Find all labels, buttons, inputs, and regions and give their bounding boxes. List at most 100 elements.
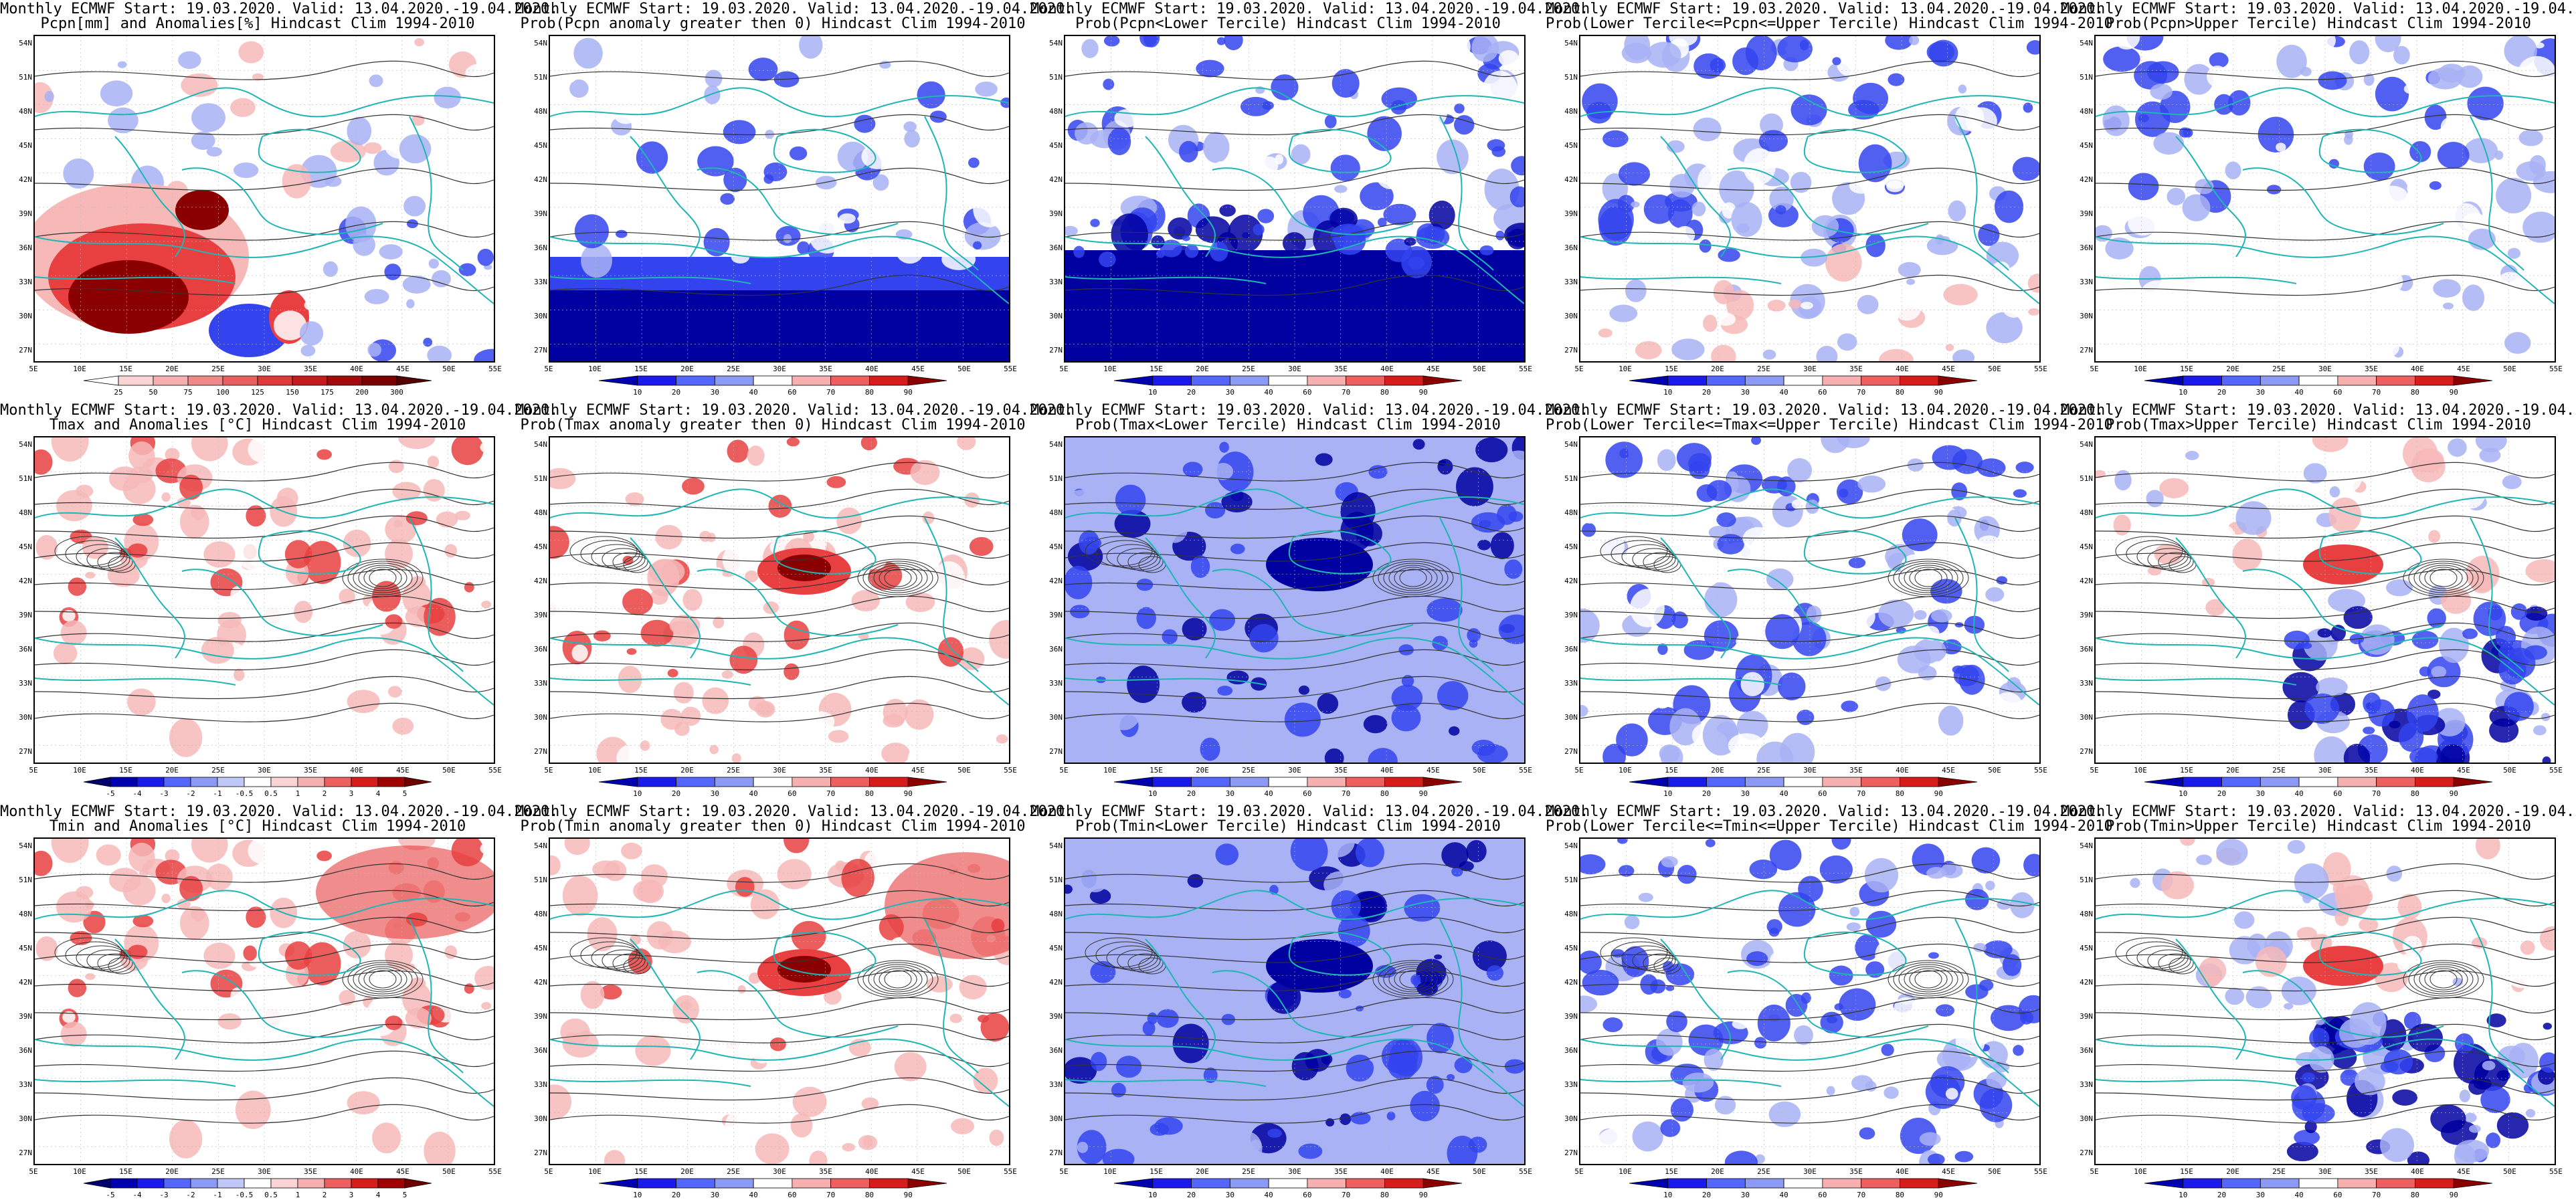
isoline — [1106, 544, 1158, 569]
field-patch — [1368, 465, 1388, 479]
field-patch — [2443, 302, 2454, 310]
colorbar-label: 40 — [1264, 789, 1273, 798]
colorbar-label: 3 — [349, 1191, 354, 1199]
field-patch — [169, 718, 203, 757]
field-patch — [592, 860, 620, 878]
field-patch — [1589, 710, 1608, 724]
probability-region — [2303, 544, 2383, 585]
isoline — [35, 488, 494, 510]
colorbar-segment — [136, 1178, 165, 1189]
field-patch — [1179, 140, 1198, 163]
field-patch — [379, 244, 403, 260]
field-patch — [1762, 349, 1776, 360]
field-patch — [1580, 854, 1606, 875]
longitude-label: 25E — [1242, 1167, 1255, 1176]
colorbar — [1629, 375, 1978, 386]
coastline — [550, 678, 751, 686]
isoline — [1065, 1023, 1524, 1043]
map-lines — [1580, 36, 2039, 361]
colorbar-label: 20 — [1186, 1191, 1196, 1199]
field-patch — [592, 171, 622, 191]
colorbar-label: 70 — [826, 789, 836, 798]
coastline — [1954, 918, 2009, 1074]
field-patch — [2255, 946, 2287, 977]
isoline — [35, 167, 494, 191]
field-patch — [763, 174, 774, 184]
latitude-label: 33N — [1564, 278, 1578, 286]
latitude-label: 48N — [19, 508, 32, 517]
panel-header: Monthly ECMWF Start: 19.03.2020. Valid: … — [1030, 803, 1589, 820]
isoline — [35, 622, 494, 642]
colorbar-segment — [110, 1178, 138, 1189]
field-patch — [1602, 1017, 1623, 1033]
field-patch — [238, 41, 264, 64]
field-patch — [436, 511, 458, 528]
isoline — [1580, 890, 2039, 912]
longitude-label: 30E — [773, 1167, 786, 1176]
latitude-label: 48N — [2080, 107, 2093, 116]
colorbar-segment — [753, 1178, 793, 1189]
isoline — [1065, 60, 1524, 80]
field-patch — [1498, 49, 1519, 67]
map-area — [2094, 35, 2556, 363]
colorbar-label: 90 — [1418, 1191, 1428, 1199]
field-patch — [1657, 449, 1676, 472]
colorbar-segment — [2298, 375, 2338, 386]
field-patch — [44, 90, 54, 102]
field-patch — [87, 736, 122, 763]
map-lines — [2096, 437, 2555, 763]
field-patch — [1704, 1048, 1724, 1071]
isoline — [2096, 622, 2555, 642]
longitude-label: 25E — [727, 365, 740, 373]
field-patch — [165, 849, 180, 863]
field-patch — [104, 1024, 122, 1035]
field-patch — [672, 995, 699, 1024]
field-patch — [2206, 65, 2228, 88]
colorbar-segment — [598, 375, 638, 386]
field-patch — [2383, 1049, 2413, 1075]
isoline — [35, 274, 494, 296]
latitude-label: 27N — [534, 1148, 547, 1157]
isoline — [2424, 968, 2463, 991]
field-patch — [2383, 270, 2403, 293]
latitude-label: 30N — [1564, 312, 1578, 320]
shaded-field — [1065, 839, 1524, 1164]
field-patch — [2234, 911, 2255, 929]
field-patch — [748, 972, 761, 984]
isoline — [1065, 890, 1524, 912]
field-patch — [1985, 587, 2005, 602]
longitude-label: 55E — [2549, 1167, 2563, 1176]
field-patch — [1315, 453, 1333, 466]
colorbar-label: 40 — [2294, 1191, 2304, 1199]
field-patch — [894, 1051, 927, 1082]
panel-header: Monthly ECMWF Start: 19.03.2020. Valid: … — [1030, 1, 1589, 17]
field-patch — [1410, 974, 1421, 986]
field-patch — [2009, 892, 2035, 918]
field-patch — [281, 1079, 292, 1089]
field-patch — [1958, 664, 1985, 695]
colorbar-canvas — [2144, 375, 2493, 386]
colorbar-label: 10 — [633, 1191, 642, 1199]
field-patch — [2440, 563, 2448, 569]
isoline — [2096, 997, 2555, 1021]
isoline — [1117, 949, 1161, 972]
field-patch — [1216, 452, 1254, 492]
field-patch — [945, 744, 972, 763]
isoline — [2408, 962, 2479, 997]
field-patch — [2334, 875, 2371, 918]
colorbar-label: 80 — [2410, 789, 2420, 798]
field-patch — [1979, 1051, 1990, 1060]
field-patch — [248, 437, 280, 464]
latitude-label: 30N — [1049, 1114, 1063, 1123]
field-patch — [680, 706, 701, 726]
colorbar-segment — [404, 1178, 432, 1189]
field-patch — [2525, 559, 2555, 583]
field-patch — [2454, 1144, 2476, 1164]
field-patch — [294, 1136, 313, 1159]
longitude-label: 50E — [1473, 766, 1486, 775]
field-patch — [1581, 522, 1596, 537]
colorbar-segment — [1706, 375, 1746, 386]
field-patch — [282, 164, 311, 199]
panel-header: Monthly ECMWF Start: 19.03.2020. Valid: … — [1030, 402, 1589, 419]
field-patch — [2276, 44, 2307, 78]
